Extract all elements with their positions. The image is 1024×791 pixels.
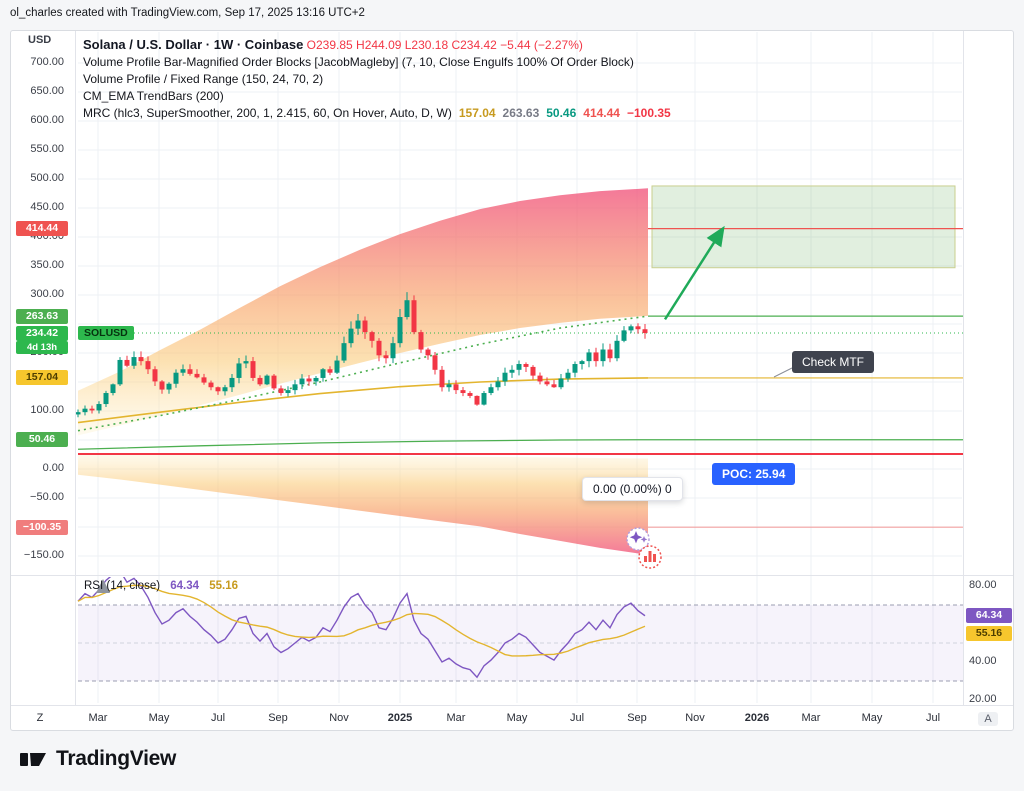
indicator-row-volume-profile-fr[interactable]: Volume Profile / Fixed Range (150, 24, 7… [83,72,324,86]
attribution-text: ol_charles created with TradingView.com,… [10,7,365,19]
price-level-badge: 234.42 [16,325,68,341]
price-tick-label: 550.00 [30,143,64,155]
time-tick-label: Mar [88,712,108,724]
price-level-badge: 414.44 [16,221,68,237]
time-tick-label: Mar [801,712,821,724]
price-axis-unit: USD [28,34,52,46]
mrc-value: 414.44 [583,106,620,120]
mrc-label: MRC (hlc3, SuperSmoother, 200, 1, 2.415,… [83,106,452,120]
time-tick-label: Nov [329,712,349,724]
price-level-badge: 263.63 [16,308,68,324]
symbol-title[interactable]: Solana / U.S. Dollar · 1W · Coinbase [83,37,304,52]
rsi-value: 64.34 [170,580,200,592]
price-tick-label: 700.00 [30,56,64,68]
time-tick-label: Jul [210,712,226,724]
mrc-value: −100.35 [626,106,671,120]
time-axis-corner-button[interactable]: Z [36,712,44,724]
tradingview-brand-text: TradingView [56,747,177,770]
price-level-badge: −100.35 [16,519,68,535]
ohlc-values: O239.85 H244.09 L230.18 C234.42 −5.44 (−… [306,38,583,52]
price-tick-label: 0.00 [42,462,64,474]
indicator-row-volume-profile-ob[interactable]: Volume Profile Bar-Magnified Order Block… [83,55,634,69]
mrc-value: 263.63 [502,106,540,120]
price-tick-label: 500.00 [30,172,64,184]
chart-card[interactable] [10,30,1014,731]
price-tick-label: 600.00 [30,114,64,126]
tradingview-footer[interactable]: TradingView [18,744,176,774]
time-tick-label: Nov [685,712,705,724]
price-tick-label: 450.00 [30,201,64,213]
rsi-value-badge: 64.34 [966,608,1012,624]
symbol-line[interactable]: Solana / U.S. Dollar · 1W · Coinbase O23… [83,36,671,54]
time-axis-corner-button[interactable]: A [978,712,998,726]
time-tick-label: Sep [268,712,288,724]
rsi-tick-label: 20.00 [969,693,997,705]
time-tick-label: May [506,712,528,724]
price-tick-label: −50.00 [30,491,64,503]
poc-badge: POC: 25.94 [712,463,796,485]
rsi-ma-value: 55.16 [209,580,239,592]
time-tick-label: 2026 [744,712,770,724]
time-tick-label: Sep [627,712,647,724]
time-tick-label: Mar [446,712,466,724]
time-tick-label: May [861,712,883,724]
tradingview-logo-icon [20,753,46,766]
time-tick-label: 2025 [387,712,413,724]
change-tooltip: 0.00 (0.00%) 0 [582,477,683,501]
rsi-tick-label: 40.00 [969,655,997,667]
price-tick-label: 100.00 [30,404,64,416]
price-tick-label: 350.00 [30,259,64,271]
price-level-badge: 50.46 [16,432,68,448]
rsi-tick-label: 80.00 [969,579,997,591]
price-level-badge: 157.04 [16,370,68,386]
price-tick-label: 300.00 [30,288,64,300]
time-tick-label: Jul [569,712,585,724]
check-mtf-note: Check MTF [792,351,875,373]
price-tick-label: −150.00 [23,549,64,561]
chart-legend[interactable]: Solana / U.S. Dollar · 1W · Coinbase O23… [83,36,671,122]
time-tick-label: May [148,712,170,724]
indicator-row-mrc[interactable]: MRC (hlc3, SuperSmoother, 200, 1, 2.415,… [83,105,671,122]
rsi-legend[interactable]: RSI (14, close) 64.34 55.16 [84,580,238,592]
price-tick-label: 650.00 [30,85,64,97]
mrc-value: 50.46 [546,106,577,120]
rsi-value-badge: 55.16 [966,625,1012,641]
rsi-label: RSI (14, close) [84,580,161,592]
bar-countdown-badge: 4d 13h [16,341,68,355]
mrc-value: 157.04 [458,106,496,120]
indicator-row-cm-ema[interactable]: CM_EMA TrendBars (200) [83,89,224,103]
symbol-price-flag: SOLUSD [78,326,134,340]
time-tick-label: Jul [925,712,941,724]
